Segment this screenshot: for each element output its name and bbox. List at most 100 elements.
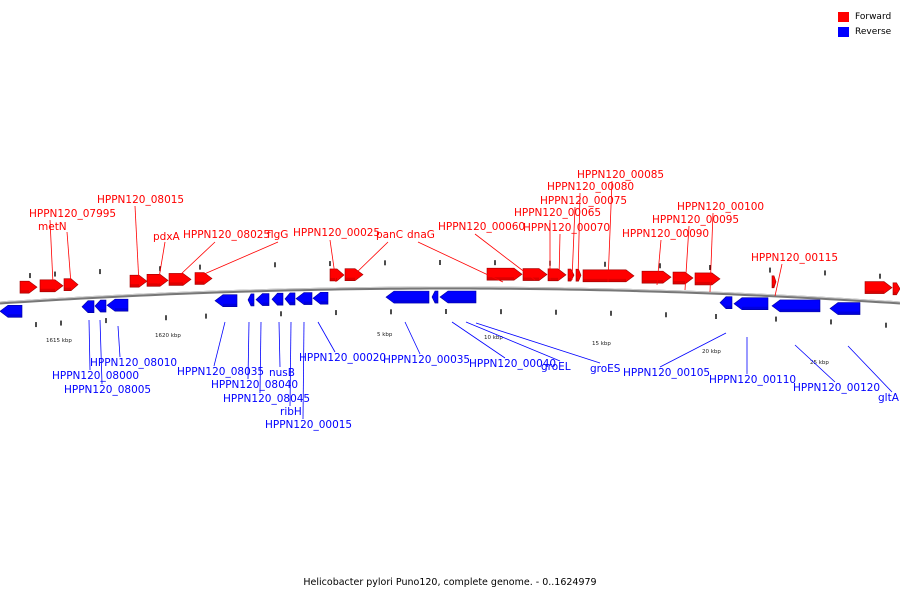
forward-label-5: flgG — [267, 229, 288, 241]
forward-gene-2 — [63, 278, 79, 291]
reverse-gene-4 — [214, 294, 238, 308]
forward-gene-11-shade — [548, 277, 558, 281]
forward-label-12: HPPN120_00075 — [540, 195, 627, 207]
forward-label-7: panC — [376, 229, 403, 241]
forward-label-14-line — [607, 180, 613, 283]
reverse-label-11-line — [451, 321, 506, 359]
reverse-label-10: HPPN120_00035 — [383, 354, 470, 366]
reverse-label-14-line — [659, 332, 727, 368]
reverse-label-17-line — [847, 345, 893, 393]
forward-gene-19 — [864, 281, 893, 294]
reverse-label-7-line — [289, 321, 292, 407]
forward-label-1-line — [66, 231, 72, 285]
reverse-gene-3 — [106, 298, 129, 312]
forward-label-11: HPPN120_00070 — [523, 222, 610, 234]
forward-gene-9-shade — [487, 277, 514, 281]
forward-label-10: HPPN120_00065 — [514, 207, 601, 219]
forward-gene-7-shade — [330, 277, 337, 281]
reverse-label-13: groES — [590, 363, 621, 375]
legend: Forward Reverse — [838, 9, 891, 39]
forward-gene-16-shade — [673, 281, 685, 285]
legend-forward: Forward — [838, 9, 891, 24]
legend-forward-label: Forward — [855, 11, 892, 22]
reverse-label-9-line — [317, 321, 336, 353]
reverse-label-1: HPPN120_08000 — [52, 370, 139, 382]
forward-gene-20 — [892, 282, 900, 296]
forward-gene-5-shade — [169, 282, 183, 286]
forward-label-2-line — [134, 205, 140, 285]
reverse-gene-5 — [247, 293, 255, 307]
legend-reverse: Reverse — [838, 24, 891, 39]
forward-label-6: HPPN120_00025 — [293, 227, 380, 239]
forward-gene-0-shade — [20, 290, 29, 294]
forward-gene-15 — [641, 270, 672, 284]
scale-label-2: 5 kbp — [377, 332, 393, 338]
forward-label-17: HPPN120_00100 — [677, 201, 764, 213]
reverse-gene-13-shade — [448, 300, 476, 304]
forward-gene-20-shade — [893, 291, 897, 295]
forward-gene-2-shade — [64, 287, 71, 291]
reverse-label-0: HPPN120_08010 — [90, 357, 177, 369]
forward-label-17-line — [709, 212, 714, 293]
forward-label-7-line — [353, 241, 389, 276]
forward-label-9-line — [474, 233, 536, 281]
reverse-label-4: HPPN120_08040 — [211, 379, 298, 391]
scale-label-3: 10 kbp — [484, 335, 503, 341]
reverse-gene-2 — [94, 299, 107, 313]
reverse-label-2: HPPN120_08005 — [64, 384, 151, 396]
reverse-swatch — [838, 26, 849, 37]
reverse-label-8: HPPN120_00015 — [265, 419, 352, 431]
reverse-label-13-line — [475, 322, 601, 364]
forward-label-3-line — [157, 241, 166, 285]
forward-label-2: HPPN120_08015 — [97, 194, 184, 206]
forward-gene-8-shade — [345, 277, 355, 281]
reverse-gene-5-shade — [251, 302, 254, 306]
reverse-gene-17-shade — [838, 311, 860, 315]
reverse-gene-4-shade — [223, 303, 237, 307]
forward-gene-16 — [672, 271, 694, 285]
reverse-label-0-line — [117, 325, 121, 358]
forward-gene-0 — [19, 280, 38, 294]
forward-gene-18 — [771, 275, 777, 289]
reverse-gene-9 — [295, 292, 313, 305]
forward-gene-6-shade — [195, 281, 204, 285]
reverse-gene-13 — [439, 290, 477, 304]
forward-gene-12-shade — [568, 278, 571, 282]
forward-swatch — [838, 11, 849, 22]
forward-label-9: HPPN120_00060 — [438, 221, 525, 233]
genome-backbone-highlight — [0, 286, 900, 303]
reverse-label-7: ribH — [280, 406, 302, 418]
forward-label-15: HPPN120_00090 — [622, 228, 709, 240]
reverse-label-6-line — [278, 321, 281, 368]
forward-label-6-line — [329, 239, 337, 283]
genome-backbone — [0, 286, 900, 305]
scale-label-6: 25 kbp — [810, 360, 829, 366]
reverse-label-4-line — [247, 321, 250, 380]
forward-label-8-line — [417, 241, 504, 283]
forward-label-3: pdxA — [153, 231, 181, 243]
reverse-gene-3-shade — [115, 308, 128, 312]
scale-label-4: 15 kbp — [592, 341, 611, 347]
reverse-label-2-line — [99, 319, 103, 385]
reverse-gene-16-shade — [780, 308, 820, 312]
forward-label-13: HPPN120_00080 — [547, 181, 634, 193]
forward-label-16: HPPN120_00095 — [652, 214, 739, 226]
reverse-label-16: HPPN120_00120 — [793, 382, 880, 394]
reverse-label-15: HPPN120_00110 — [709, 374, 796, 386]
forward-label-16-line — [684, 225, 690, 291]
forward-gene-17 — [694, 272, 721, 286]
forward-label-11-line — [558, 233, 561, 281]
reverse-label-9: HPPN120_00020 — [299, 352, 386, 364]
scale-label-0: 1615 kbp — [46, 338, 72, 344]
legend-reverse-label: Reverse — [855, 26, 892, 37]
reverse-gene-14-shade — [726, 305, 732, 309]
forward-label-15-line — [656, 239, 662, 286]
forward-gene-10 — [522, 268, 548, 281]
forward-gene-3-shade — [130, 284, 139, 288]
reverse-gene-10 — [312, 291, 329, 305]
forward-gene-13-shade — [576, 278, 579, 282]
reverse-gene-15 — [733, 297, 769, 311]
forward-gene-6 — [194, 272, 213, 285]
forward-gene-10-shade — [523, 277, 539, 281]
